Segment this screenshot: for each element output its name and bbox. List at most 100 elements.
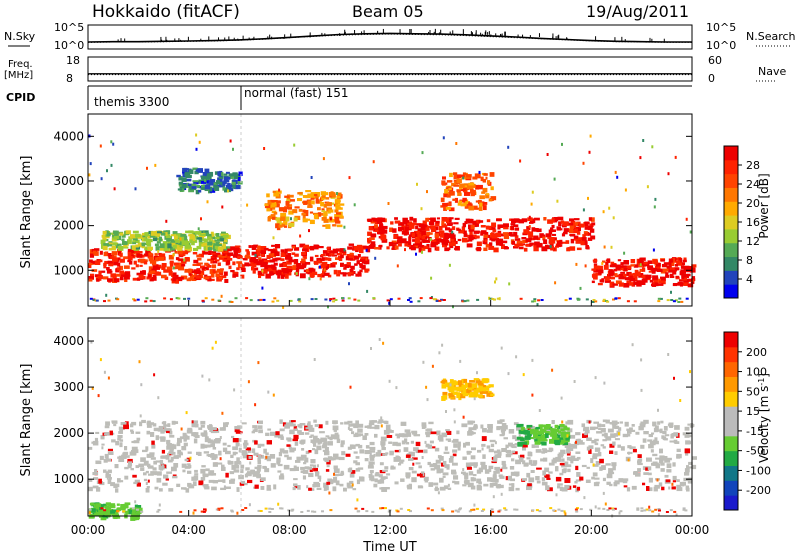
power-scatter-cell bbox=[181, 184, 187, 189]
colorbar-tick-label: 16 bbox=[746, 216, 760, 229]
power-scatter-cell bbox=[184, 249, 190, 253]
power-scatter-cell bbox=[146, 241, 151, 245]
velocity-scatter-cell bbox=[292, 438, 298, 442]
power-scatter-cell bbox=[533, 235, 539, 240]
velocity-scatter-cell bbox=[353, 424, 359, 429]
power-scatter-cell bbox=[135, 246, 141, 250]
power-scatter-cell bbox=[442, 202, 448, 207]
power-scatter-cell bbox=[245, 249, 250, 252]
power-scatter-cell bbox=[310, 192, 316, 198]
power-scatter-cell bbox=[366, 289, 369, 293]
power-scatter-cell bbox=[116, 235, 122, 241]
velocity-scatter-cell bbox=[340, 443, 344, 448]
velocity-scatter-cell bbox=[221, 464, 225, 468]
power-scatter-cell bbox=[324, 272, 330, 276]
velocity-scatter-cell bbox=[105, 458, 112, 462]
velocity-scatter-cell bbox=[559, 472, 564, 476]
velocity-scatter-cell bbox=[609, 443, 615, 448]
velocity-scatter-cell bbox=[247, 380, 250, 384]
power-scatter-cell bbox=[661, 264, 668, 268]
velocity-scatter-cell bbox=[651, 510, 655, 513]
power-scatter-cell bbox=[424, 236, 428, 240]
velocity-scatter-cell bbox=[536, 433, 543, 439]
power-scatter-cell bbox=[623, 273, 627, 278]
velocity-scatter-cell bbox=[332, 486, 337, 492]
velocity-scatter-cell bbox=[266, 440, 273, 445]
power-scatter-cell bbox=[200, 233, 206, 236]
power-scatter-cell bbox=[218, 272, 224, 276]
velocity-scatter-cell bbox=[157, 429, 163, 432]
velocity-scatter-cell bbox=[380, 416, 383, 420]
velocity-scatter-cell bbox=[561, 487, 568, 492]
power-scatter-cell bbox=[618, 265, 623, 268]
power-scatter-cell bbox=[232, 179, 236, 182]
power-scatter-cell bbox=[257, 270, 263, 275]
power-scatter-cell bbox=[407, 221, 413, 226]
velocity-scatter-cell bbox=[673, 376, 675, 380]
power-scatter-cell bbox=[151, 277, 157, 281]
velocity-scatter-cell bbox=[565, 464, 572, 468]
velocity-scatter-cell bbox=[116, 503, 120, 506]
colorbar-swatch bbox=[724, 406, 738, 422]
velocity-scatter-cell bbox=[105, 421, 110, 426]
power-scatter-cell bbox=[161, 274, 167, 279]
power-scatter-cell bbox=[426, 225, 432, 228]
power-scatter-cell bbox=[502, 240, 508, 244]
velocity-scatter-cell bbox=[229, 479, 235, 484]
velocity-scatter-cell bbox=[647, 472, 652, 476]
velocity-scatter-cell bbox=[551, 368, 554, 372]
velocity-scatter-cell bbox=[482, 428, 487, 433]
velocity-scatter-cell bbox=[596, 431, 602, 434]
velocity-scatter-cell bbox=[201, 444, 207, 447]
power-scatter-cell bbox=[183, 184, 190, 188]
velocity-scatter-cell bbox=[299, 457, 304, 461]
velocity-scatter-cell bbox=[117, 507, 121, 511]
power-scatter-cell bbox=[306, 218, 311, 221]
power-scatter-cell bbox=[660, 269, 667, 274]
power-scatter-cell bbox=[135, 244, 139, 248]
power-scatter-cell bbox=[309, 211, 314, 214]
power-scatter-cell bbox=[119, 253, 123, 257]
velocity-scatter-cell bbox=[570, 460, 574, 464]
power-scatter-cell bbox=[214, 259, 220, 262]
velocity-scatter-cell bbox=[448, 382, 455, 387]
power-scatter-cell bbox=[476, 241, 482, 247]
power-scatter-cell bbox=[468, 206, 475, 211]
velocity-scatter-cell bbox=[247, 448, 251, 453]
power-scatter-cell bbox=[397, 243, 402, 247]
velocity-scatter-cell bbox=[518, 457, 524, 463]
power-scatter-cell bbox=[521, 218, 528, 223]
power-scatter-cell bbox=[150, 231, 157, 236]
power-scatter-cell bbox=[305, 195, 311, 199]
velocity-scatter-cell bbox=[253, 471, 260, 476]
velocity-scatter-cell bbox=[349, 444, 354, 448]
power-scatter-cell bbox=[463, 233, 468, 237]
velocity-scatter-cell bbox=[377, 449, 382, 454]
power-scatter-cell bbox=[429, 297, 433, 300]
power-scatter-cell bbox=[392, 228, 397, 233]
power-scatter-cell bbox=[475, 200, 482, 203]
velocity-scatter-cell bbox=[482, 387, 487, 392]
power-scatter-cell bbox=[560, 220, 565, 224]
power-scatter-cell bbox=[453, 174, 460, 180]
velocity-scatter-cell bbox=[682, 507, 686, 510]
velocity-scatter-cell bbox=[491, 460, 497, 464]
velocity-scatter-cell bbox=[176, 454, 181, 458]
power-scatter-cell bbox=[574, 218, 580, 221]
power-scatter-cell bbox=[237, 176, 241, 182]
power-scatter-cell bbox=[198, 253, 204, 258]
power-scatter-cell bbox=[562, 231, 568, 235]
velocity-scatter-cell bbox=[482, 391, 489, 394]
colorbar-swatch bbox=[724, 146, 738, 161]
velocity-scatter-cell bbox=[101, 446, 104, 450]
velocity-scatter-cell bbox=[565, 431, 571, 436]
velocity-scatter-cell bbox=[579, 508, 583, 511]
power-scatter-cell bbox=[260, 246, 267, 251]
velocity-scatter-cell bbox=[298, 432, 305, 435]
power-scatter-cell bbox=[128, 255, 133, 261]
power-scatter-cell bbox=[418, 228, 422, 233]
velocity-scatter-cell bbox=[640, 444, 645, 449]
velocity-scatter-cell bbox=[532, 460, 538, 465]
velocity-scatter-cell bbox=[498, 509, 502, 512]
